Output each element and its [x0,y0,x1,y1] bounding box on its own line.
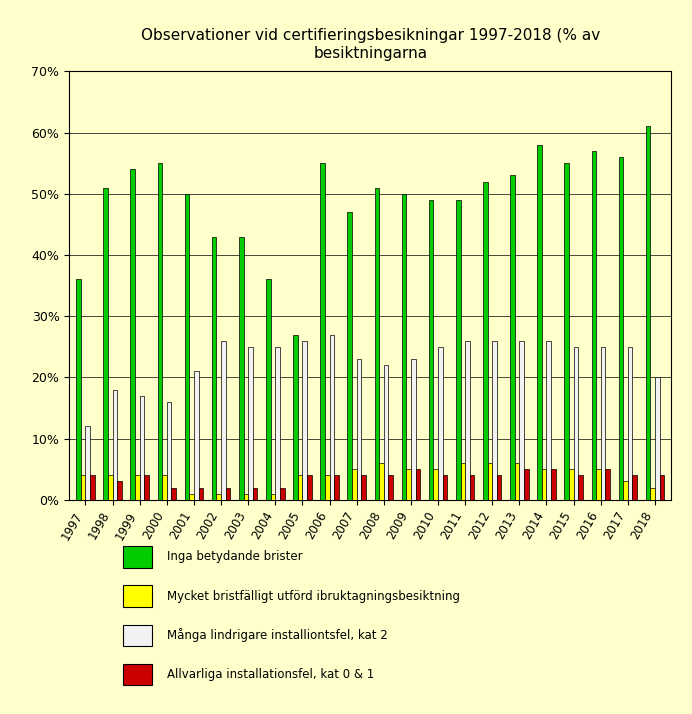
Bar [411,359,415,500]
Bar [579,476,583,500]
Bar [158,164,162,500]
Bar [226,488,230,500]
Bar [401,193,406,500]
Bar [162,476,167,500]
Bar [212,236,217,500]
Text: Allvarliga installationsfel, kat 0 & 1: Allvarliga installationsfel, kat 0 & 1 [167,668,374,681]
Bar [542,469,547,500]
Bar [131,169,135,500]
Bar [443,476,447,500]
Title: Observationer vid certifieringsbesikningar 1997-2018 (% av
besiktningarna: Observationer vid certifieringsbesikning… [140,28,600,61]
Bar [492,341,497,500]
Bar [172,488,176,500]
Bar [601,347,606,500]
Bar [433,469,438,500]
Bar [497,476,502,500]
Bar [103,188,108,500]
Bar [325,476,329,500]
Text: Många lindrigare installiontsfel, kat 2: Många lindrigare installiontsfel, kat 2 [167,628,388,643]
Bar [483,181,488,500]
Bar [334,476,339,500]
Bar [140,396,145,500]
Bar [167,402,172,500]
Bar [465,341,470,500]
Bar [628,347,632,500]
Bar [253,488,257,500]
Bar [266,279,271,500]
FancyBboxPatch shape [123,664,152,685]
Bar [90,476,95,500]
Bar [239,236,244,500]
Bar [217,493,221,500]
Bar [415,469,420,500]
Bar [438,347,443,500]
Bar [352,469,356,500]
Bar [113,390,117,500]
FancyBboxPatch shape [123,546,152,568]
Bar [145,476,149,500]
Bar [510,176,515,500]
Bar [551,469,556,500]
Bar [190,493,194,500]
Bar [117,481,122,500]
Bar [623,481,628,500]
Bar [374,188,379,500]
Bar [329,335,334,500]
Bar [379,463,384,500]
Bar [244,493,248,500]
Bar [275,347,280,500]
Bar [488,463,492,500]
Bar [388,476,393,500]
Bar [655,378,659,500]
Bar [456,200,460,500]
Bar [298,476,302,500]
Bar [108,476,113,500]
FancyBboxPatch shape [123,585,152,607]
Bar [221,341,226,500]
Bar [429,200,433,500]
Bar [384,365,388,500]
Bar [81,476,86,500]
Bar [470,476,474,500]
Bar [537,145,542,500]
Bar [194,371,199,500]
Bar [248,347,253,500]
Bar [199,488,203,500]
Bar [302,341,307,500]
Bar [307,476,311,500]
Bar [460,463,465,500]
Bar [574,347,579,500]
Bar [76,279,81,500]
Bar [650,488,655,500]
Bar [659,476,664,500]
Bar [569,469,574,500]
Bar [596,469,601,500]
Text: Inga betydande brister: Inga betydande brister [167,550,302,563]
Bar [592,151,596,500]
Bar [565,164,569,500]
Bar [86,426,90,500]
Bar [347,212,352,500]
Bar [547,341,551,500]
Bar [619,157,623,500]
Bar [271,493,275,500]
Bar [135,476,140,500]
FancyBboxPatch shape [123,625,152,646]
Bar [606,469,610,500]
Bar [524,469,529,500]
Bar [406,469,411,500]
Bar [361,476,366,500]
Bar [356,359,361,500]
Bar [185,193,190,500]
Bar [520,341,524,500]
Bar [280,488,284,500]
Bar [646,126,650,500]
Bar [515,463,520,500]
Text: Mycket bristfälligt utförd ibruktagningsbesiktning: Mycket bristfälligt utförd ibruktagnings… [167,590,459,603]
Bar [632,476,637,500]
Bar [320,164,325,500]
Bar [293,335,298,500]
